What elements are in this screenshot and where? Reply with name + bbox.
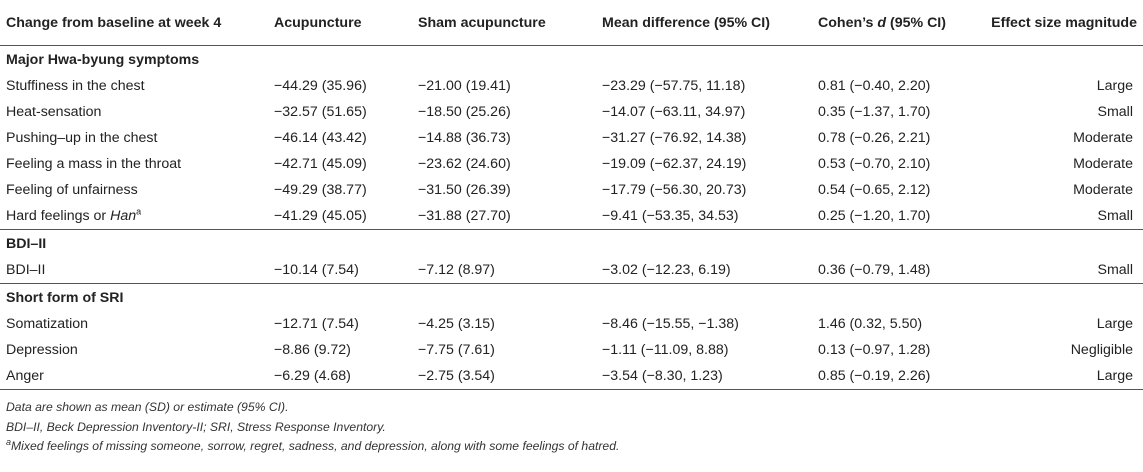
magnitude-cell: Large [1096, 316, 1133, 332]
header-sham: Sham acupuncture [412, 0, 596, 46]
table-row: BDI–II −10.14 (7.54) −7.12 (8.97) −3.02 … [0, 257, 1143, 284]
cohens-d-cell: 0.54 (−0.65, 2.12) [818, 182, 931, 198]
header-row: Change from baseline at week 4 Acupunctu… [0, 0, 1143, 46]
magnitude-cell: Moderate [1073, 182, 1133, 198]
cohens-d-cell: 1.46 (0.32, 5.50) [818, 316, 923, 332]
mean-difference-cell: −17.79 (−56.30, 20.73) [602, 182, 747, 198]
row-label: Somatization [6, 316, 89, 332]
header-effect-size: Effect size magnitude [972, 0, 1143, 46]
cohens-suffix: (95% CI) [886, 14, 946, 31]
sham-cell: −31.50 (26.39) [418, 182, 511, 198]
table-row: Heat-sensation −32.57 (51.65) −18.50 (25… [0, 99, 1143, 125]
section-row: Major Hwa-byung symptoms [0, 46, 1143, 74]
row-label: Anger [0, 363, 268, 390]
acupuncture-cell: −32.57 (51.65) [274, 104, 367, 120]
row-label: Feeling of unfairness [6, 182, 138, 198]
acupuncture-cell: −49.29 (38.77) [274, 182, 367, 198]
row-label: Depression [6, 342, 78, 358]
magnitude-cell: Large [972, 363, 1143, 390]
sham-cell: −21.00 (19.41) [418, 78, 511, 94]
magnitude-cell: Small [1097, 208, 1133, 224]
table-row: Somatization −12.71 (7.54) −4.25 (3.15) … [0, 311, 1143, 337]
table-row: Feeling a mass in the throat −42.71 (45.… [0, 151, 1143, 177]
section-row: BDI–II [0, 229, 1143, 257]
magnitude-cell: Negligible [1070, 342, 1133, 358]
mean-difference-cell: −23.29 (−57.75, 11.18) [602, 78, 746, 94]
han-label-italic: Han [110, 208, 137, 224]
mean-difference-cell: −9.41 (−53.35, 34.53) [602, 208, 739, 224]
header-outcome: Change from baseline at week 4 [0, 0, 268, 46]
section-row: Short form of SRI [0, 283, 1143, 311]
sham-cell: −4.25 (3.15) [418, 316, 495, 332]
header-mean-difference: Mean difference (95% CI) [596, 0, 812, 46]
magnitude-cell: Large [1096, 78, 1133, 94]
header-acupuncture: Acupuncture [268, 0, 412, 46]
magnitude-cell: Small [1097, 104, 1133, 120]
section-title: Major Hwa-byung symptoms [6, 51, 200, 68]
footnote-line: aMixed feelings of missing someone, sorr… [6, 437, 1137, 457]
footnote-marker: a [6, 436, 12, 447]
mean-difference-cell: −3.02 (−12.23, 6.19) [602, 262, 731, 278]
row-label: Hard feelings or Hana [0, 203, 268, 230]
table-row: Hard feelings or Hana −41.29 (45.05) −31… [0, 203, 1143, 230]
cohens-d-cell: 0.85 (−0.19, 2.26) [812, 363, 972, 390]
cohens-d-cell: 0.36 (−0.79, 1.48) [818, 262, 931, 278]
cohens-d-cell: 0.78 (−0.26, 2.21) [818, 130, 931, 146]
mean-difference-cell: −31.27 (−76.92, 14.38) [602, 130, 747, 146]
section-title: Short form of SRI [0, 283, 1143, 311]
mean-difference-cell: −14.07 (−63.11, 34.97) [602, 104, 746, 120]
cohens-d-cell: 0.35 (−1.37, 1.70) [818, 104, 931, 120]
cohens-d-cell: 0.81 (−0.40, 2.20) [818, 78, 931, 94]
mean-difference-cell: −19.09 (−62.37, 24.19) [602, 156, 747, 172]
section-title: BDI–II [0, 229, 1143, 257]
table-row: Pushing–up in the chest −46.14 (43.42) −… [0, 125, 1143, 151]
sham-cell: −23.62 (24.60) [418, 156, 511, 172]
table-row: Anger −6.29 (4.68) −2.75 (3.54) −3.54 (−… [0, 363, 1143, 390]
row-label: Pushing–up in the chest [6, 130, 158, 146]
row-label: Stuffiness in the chest [6, 78, 145, 94]
table-header: Change from baseline at week 4 Acupunctu… [0, 0, 1143, 46]
acupuncture-cell: −41.29 (45.05) [274, 208, 367, 224]
magnitude-cell: Moderate [1073, 130, 1133, 146]
footnote-line: BDI–II, Beck Depression Inventory-II; SR… [6, 419, 386, 434]
cohens-prefix: Cohen’s [818, 14, 878, 31]
results-table: Change from baseline at week 4 Acupunctu… [0, 0, 1143, 390]
acupuncture-cell: −10.14 (7.54) [274, 262, 359, 278]
sham-cell: −14.88 (36.73) [418, 130, 511, 146]
mean-difference-cell: −1.11 (−11.09, 8.88) [602, 342, 729, 358]
footnote-marker: a [136, 206, 142, 217]
han-label-prefix: Hard feelings or [6, 208, 111, 224]
row-label: Feeling a mass in the throat [6, 156, 182, 172]
cohens-d-cell: 0.13 (−0.97, 1.28) [818, 342, 931, 358]
sham-cell: −18.50 (25.26) [418, 104, 511, 120]
footnote-line: Data are shown as mean (SD) or estimate … [6, 400, 289, 414]
table-row: Depression −8.86 (9.72) −7.75 (7.61) −1.… [0, 337, 1143, 363]
magnitude-cell: Small [1097, 262, 1133, 278]
row-label: BDI–II [6, 262, 46, 278]
magnitude-cell: Moderate [1073, 156, 1133, 172]
table-body: Major Hwa-byung symptoms Stuffiness in t… [0, 46, 1143, 390]
header-cohens-d: Cohen’s d (95% CI) [812, 0, 972, 46]
acupuncture-cell: −6.29 (4.68) [268, 363, 412, 390]
acupuncture-cell: −12.71 (7.54) [274, 316, 359, 332]
cohens-d-italic: d [877, 14, 887, 31]
cohens-d-cell: 0.53 (−0.70, 2.10) [818, 156, 931, 172]
acupuncture-cell: −8.86 (9.72) [274, 342, 351, 358]
mean-difference-cell: −8.46 (−15.55, −1.38) [602, 316, 739, 332]
acupuncture-cell: −44.29 (35.96) [274, 78, 367, 94]
sham-cell: −2.75 (3.54) [412, 363, 596, 390]
table-row: Feeling of unfairness −49.29 (38.77) −31… [0, 177, 1143, 203]
acupuncture-cell: −46.14 (43.42) [274, 130, 367, 146]
sham-cell: −31.88 (27.70) [418, 208, 511, 224]
cohens-d-cell: 0.25 (−1.20, 1.70) [818, 208, 931, 224]
acupuncture-cell: −42.71 (45.09) [274, 156, 367, 172]
sham-cell: −7.75 (7.61) [418, 342, 495, 358]
table-figure: Change from baseline at week 4 Acupunctu… [0, 0, 1143, 457]
table-row: Stuffiness in the chest −44.29 (35.96) −… [0, 73, 1143, 99]
footnote-text: Mixed feelings of missing someone, sorro… [11, 439, 620, 453]
table-footnotes: Data are shown as mean (SD) or estimate … [0, 390, 1143, 457]
mean-difference-cell: −3.54 (−8.30, 1.23) [596, 363, 812, 390]
sham-cell: −7.12 (8.97) [418, 262, 495, 278]
row-label: Heat-sensation [6, 104, 102, 120]
